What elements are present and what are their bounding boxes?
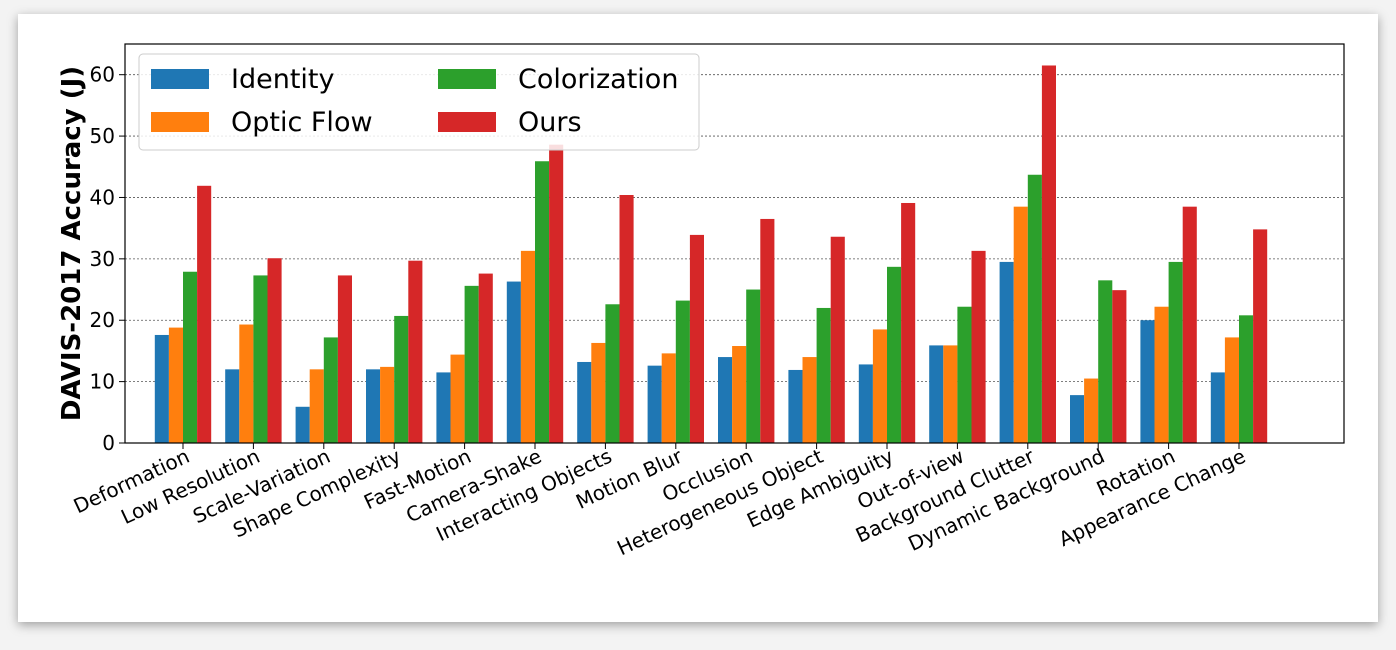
bar-identity xyxy=(1140,320,1155,443)
y-tick-label: 40 xyxy=(90,185,115,209)
bar-optic-flow xyxy=(661,353,676,443)
plot-frame xyxy=(124,43,1345,444)
bar-identity xyxy=(858,364,873,443)
bar-ours xyxy=(267,258,282,443)
y-tick-label: 50 xyxy=(90,124,115,148)
y-tick-label: 30 xyxy=(90,247,115,271)
bar-ours xyxy=(1112,290,1127,443)
y-tick-label: 10 xyxy=(90,370,115,394)
bar-ours xyxy=(337,275,352,443)
bar-optic-flow xyxy=(872,329,887,443)
bar-ours xyxy=(1182,206,1197,443)
bar-colorization xyxy=(1027,174,1042,443)
legend-swatch xyxy=(151,112,209,132)
bar-ours xyxy=(760,218,775,443)
bar-identity xyxy=(577,361,592,443)
bar-identity xyxy=(154,334,169,443)
bar-optic-flow xyxy=(943,345,958,443)
bar-optic-flow xyxy=(1084,378,1099,443)
legend-box xyxy=(138,53,700,151)
bar-ours xyxy=(1041,65,1056,443)
figure-card: 0 10 20 30 40 50 60 Deformation Low Resolution S… xyxy=(18,14,1378,622)
bar-colorization xyxy=(957,306,972,443)
bar-identity xyxy=(929,345,944,443)
y-ticks: 0 10 20 30 40 50 60 xyxy=(90,63,125,455)
bar-colorization xyxy=(183,271,198,443)
bar-colorization xyxy=(1239,315,1254,443)
legend-label: Colorization xyxy=(518,64,678,95)
bar-optic-flow xyxy=(591,342,606,443)
bar-ours xyxy=(619,195,634,443)
y-tick-label: 20 xyxy=(90,308,115,332)
legend-label: Optic Flow xyxy=(231,107,373,138)
bar-ours xyxy=(971,250,986,443)
bar-optic-flow xyxy=(309,369,324,443)
y-tick-label: 60 xyxy=(90,63,115,87)
bar-optic-flow xyxy=(239,324,254,443)
bar-optic-flow xyxy=(520,250,535,443)
bar-optic-flow xyxy=(1154,306,1169,443)
bar-optic-flow xyxy=(450,354,465,443)
bar-colorization xyxy=(1168,261,1183,443)
legend-swatch xyxy=(151,69,209,89)
legend-swatch xyxy=(438,112,496,132)
legend-swatch xyxy=(438,69,496,89)
bar-ours xyxy=(830,236,845,443)
bar-colorization xyxy=(605,304,620,443)
bar-identity xyxy=(436,372,451,443)
bar-ours xyxy=(408,260,423,443)
bar-colorization xyxy=(253,275,268,443)
bar-identity xyxy=(647,365,662,443)
bar-identity xyxy=(788,369,803,443)
bar-optic-flow xyxy=(380,366,395,443)
bars xyxy=(154,65,1268,443)
bar-colorization xyxy=(746,289,761,443)
bar-colorization xyxy=(323,337,338,443)
bar-optic-flow xyxy=(1013,206,1028,443)
bar-optic-flow xyxy=(168,327,183,443)
bar-ours xyxy=(197,185,212,443)
bar-identity xyxy=(366,369,381,443)
bar-identity xyxy=(999,261,1014,443)
bar-colorization xyxy=(394,315,409,443)
bar-identity xyxy=(225,369,240,443)
bar-optic-flow xyxy=(802,357,817,443)
bar-colorization xyxy=(535,161,550,443)
legend-label: Ours xyxy=(518,107,582,138)
y-tick-label: 0 xyxy=(102,431,115,455)
legend: Identity Optic Flow Colorization Ours xyxy=(138,53,700,151)
bar-ours xyxy=(549,144,564,443)
bar-optic-flow xyxy=(1224,337,1239,443)
bar-identity xyxy=(1070,395,1085,443)
bar-colorization xyxy=(1098,280,1113,443)
bar-identity xyxy=(1210,372,1225,443)
y-axis-label: DAVIS-2017 Accuracy (J) xyxy=(57,66,87,421)
bar-ours xyxy=(478,273,493,443)
bar-identity xyxy=(506,281,521,443)
bar-colorization xyxy=(675,300,690,443)
bar-optic-flow xyxy=(732,346,747,443)
bar-identity xyxy=(295,406,310,443)
legend-label: Identity xyxy=(231,64,334,95)
bar-ours xyxy=(1253,229,1268,443)
bar-colorization xyxy=(464,285,479,443)
bar-colorization xyxy=(887,266,902,443)
bar-ours xyxy=(901,202,916,443)
bar-identity xyxy=(718,357,733,443)
bar-ours xyxy=(689,234,704,443)
bar-colorization xyxy=(816,307,831,443)
